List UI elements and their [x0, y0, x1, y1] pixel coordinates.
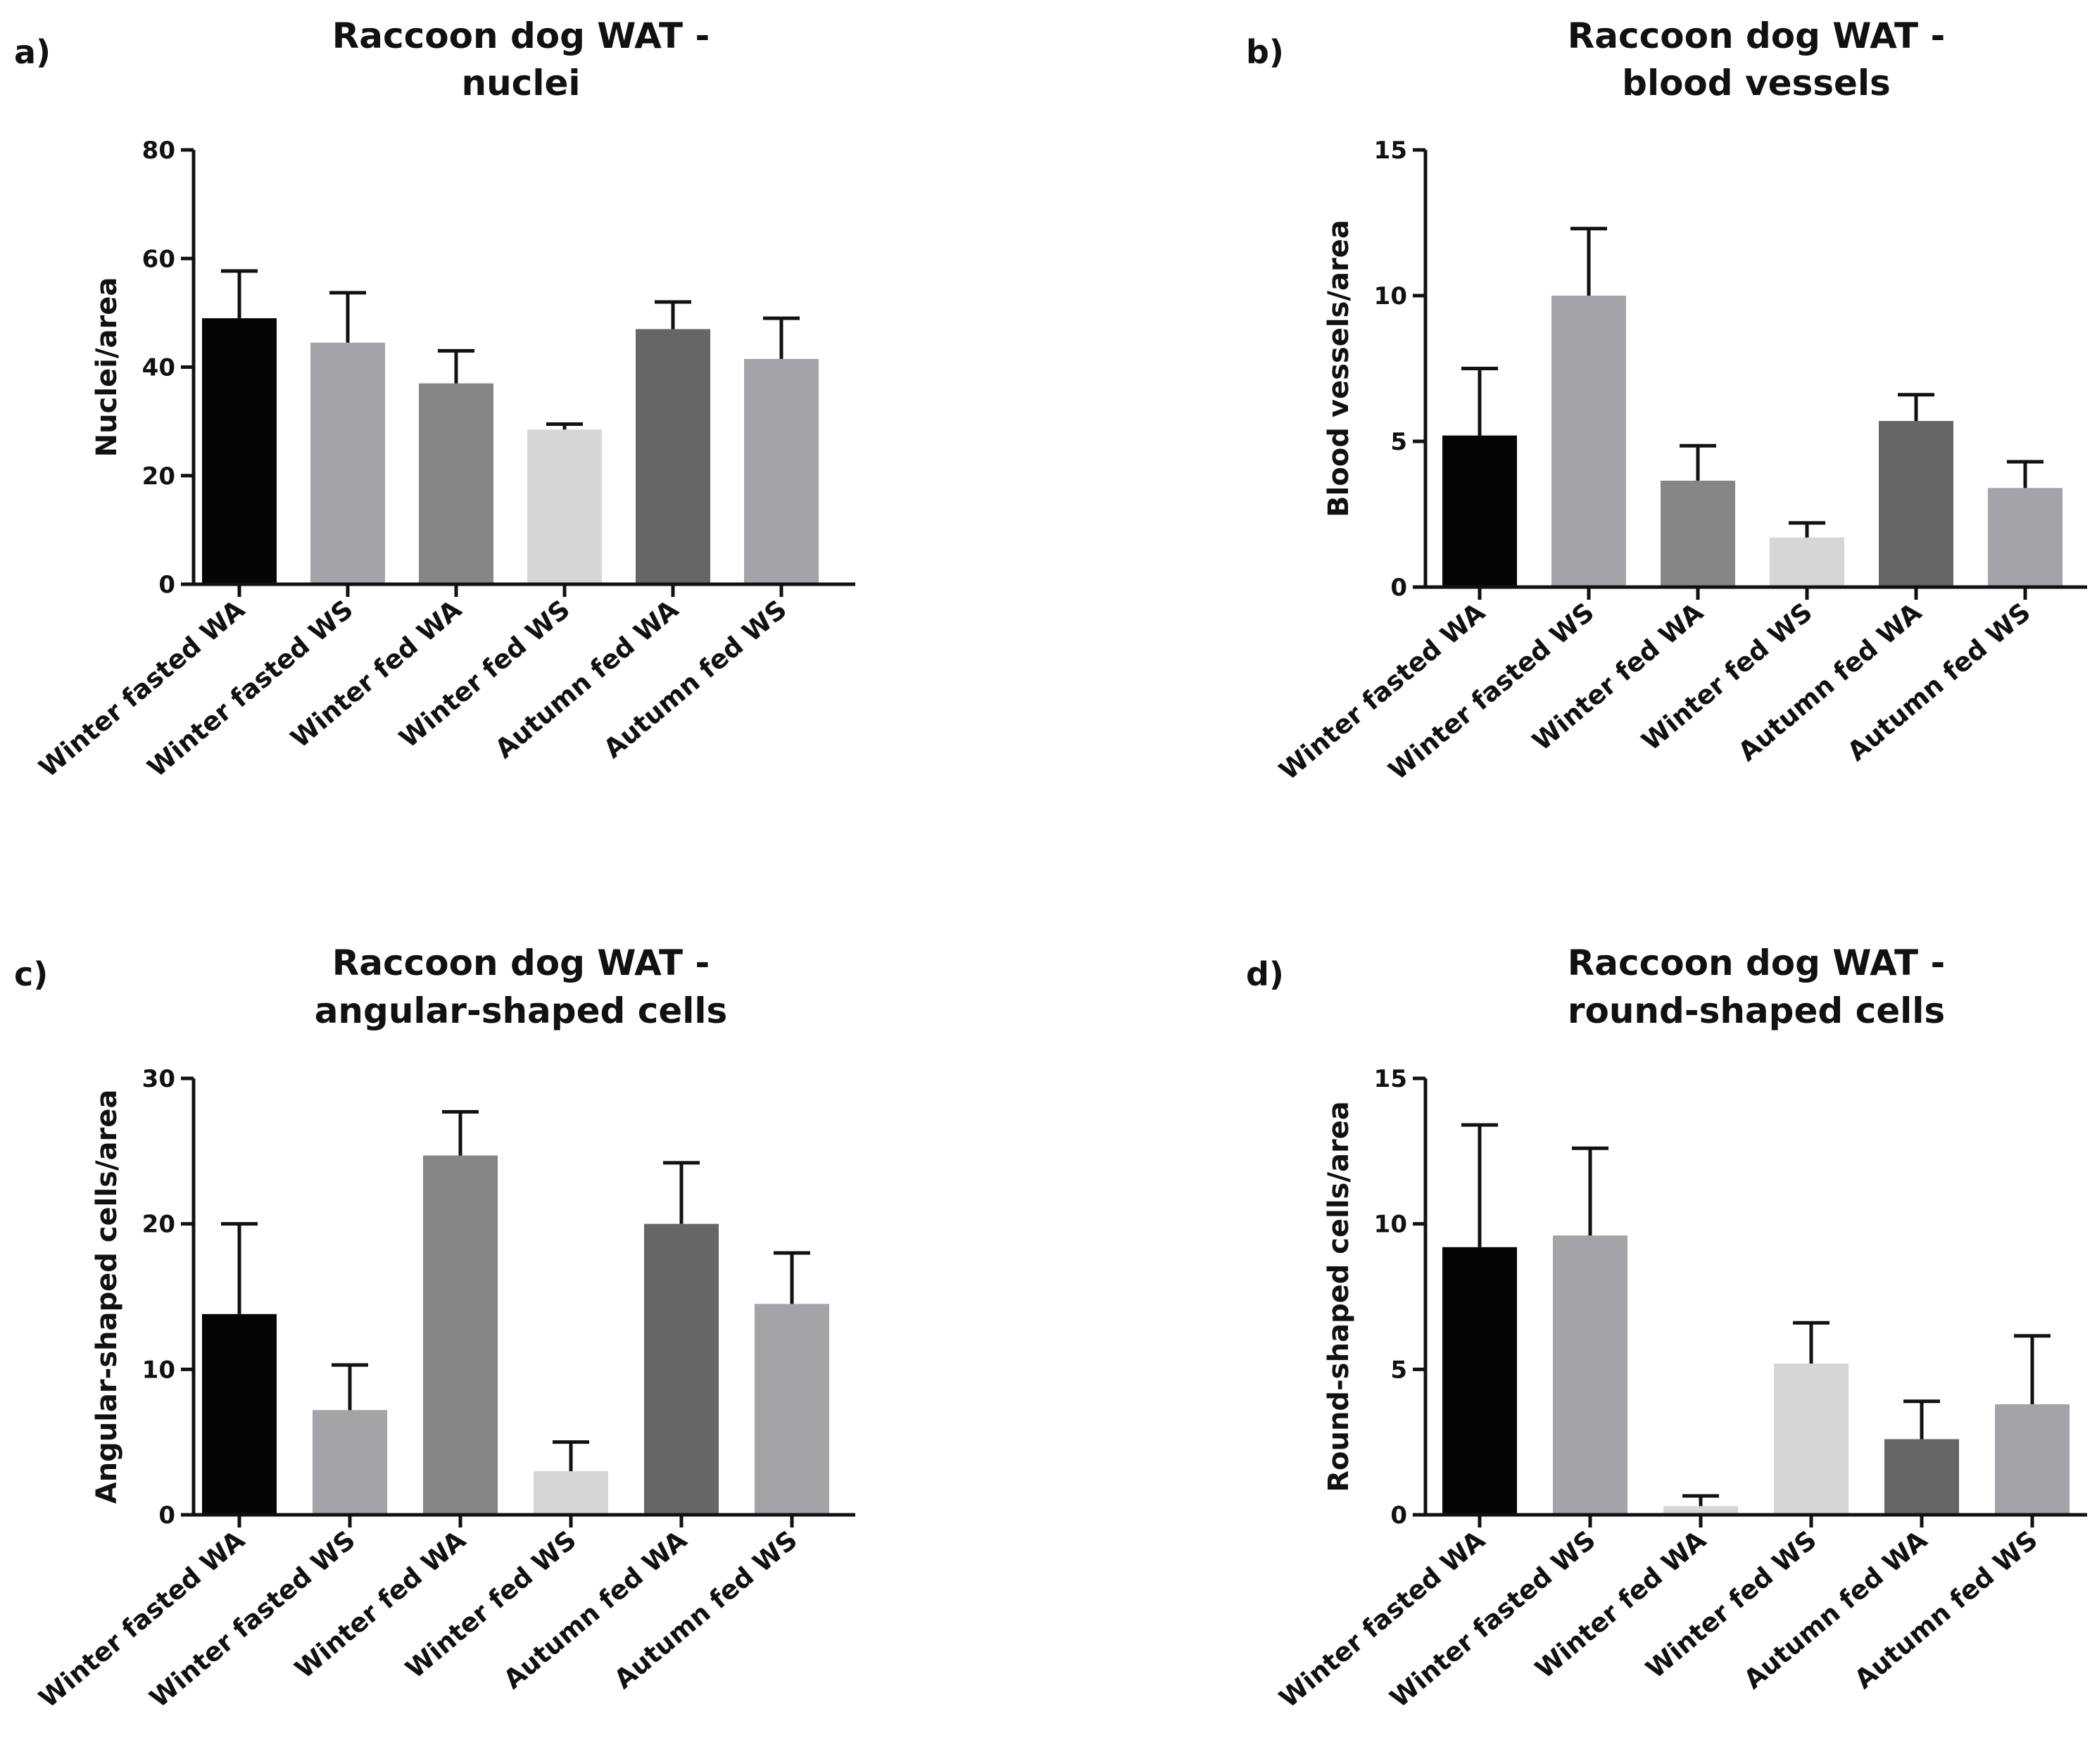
- bar-c-1: [313, 1410, 387, 1515]
- bar-b-4: [1879, 421, 1953, 587]
- bar-b-3: [1770, 537, 1844, 587]
- panel-c-title-line-1: Raccoon dog WAT -: [332, 943, 710, 983]
- panel-b-title-line-1: Raccoon dog WAT -: [1568, 15, 1946, 56]
- panel-a-label: a): [14, 33, 51, 71]
- bar-c-2: [423, 1155, 498, 1515]
- panel-c-title-line-2: angular-shaped cells: [315, 990, 728, 1031]
- panel-b-label: b): [1246, 33, 1284, 71]
- y-tick-label-d-2: 10: [1374, 1211, 1407, 1239]
- bar-b-5: [1988, 488, 2063, 587]
- y-axis-label-b: Blood vessels/area: [1323, 220, 1355, 517]
- bar-c-5: [755, 1304, 829, 1515]
- x-tick-label-d-4: Autumn fed WA: [1738, 1525, 1933, 1695]
- y-tick-label-d-0: 0: [1390, 1501, 1407, 1530]
- y-tick-label-c-2: 20: [142, 1211, 175, 1239]
- bar-d-4: [1884, 1439, 1959, 1515]
- bar-c-0: [202, 1313, 277, 1515]
- x-tick-label-c-5: Autumn fed WS: [608, 1525, 802, 1695]
- x-tick-label-a-5: Autumn fed WS: [598, 594, 792, 764]
- x-tick-label-a-1: Winter fasted WS: [141, 594, 358, 783]
- y-tick-label-b-1: 5: [1390, 428, 1407, 456]
- panel-d-title-line-2: round-shaped cells: [1568, 990, 1945, 1031]
- bar-d-2: [1663, 1506, 1738, 1515]
- bar-d-0: [1442, 1247, 1517, 1515]
- panel-b: b) Raccoon dog WAT - blood vessels 0 5 10 1…: [1246, 15, 2087, 786]
- bar-a-3: [527, 429, 602, 584]
- bar-d-1: [1553, 1235, 1627, 1515]
- x-tick-label-b-5: Autumn fed WS: [1841, 597, 2036, 767]
- x-tick-label-d-1: Winter fasted WS: [1384, 1525, 1601, 1713]
- y-tick-label-a-2: 40: [142, 354, 175, 382]
- panel-a: a) Raccoon dog WAT - nuclei 0 20 40 60 80 Win…: [14, 15, 855, 783]
- panel-c: c) Raccoon dog WAT - angular-shaped cell…: [14, 943, 855, 1714]
- y-tick-label-c-3: 30: [142, 1065, 175, 1093]
- bar-b-0: [1442, 435, 1517, 587]
- y-axis-label-d: Round-shaped cells/area: [1323, 1101, 1355, 1492]
- y-tick-label-b-3: 15: [1374, 137, 1407, 165]
- y-tick-label-a-4: 80: [142, 137, 175, 165]
- panel-d: d) Raccoon dog WAT - round-shaped cells …: [1246, 943, 2087, 1714]
- y-axis-label-c: Angular-shaped cells/area: [91, 1090, 123, 1504]
- panel-a-title-line-1: Raccoon dog WAT -: [332, 15, 710, 56]
- bar-a-4: [636, 329, 710, 584]
- x-tick-label-d-5: Autumn fed WS: [1849, 1525, 2043, 1695]
- bar-b-1: [1551, 296, 1626, 587]
- y-tick-label-b-0: 0: [1390, 574, 1407, 602]
- y-tick-label-b-2: 10: [1374, 282, 1407, 310]
- bar-a-2: [419, 383, 493, 584]
- y-tick-label-d-3: 15: [1374, 1065, 1407, 1093]
- y-axis-label-a: Nuclei/area: [91, 277, 123, 458]
- panel-d-title-line-1: Raccoon dog WAT -: [1568, 943, 1946, 983]
- panel-c-label: c): [14, 955, 48, 993]
- bar-a-0: [202, 318, 277, 584]
- bar-b-2: [1661, 480, 1735, 587]
- bar-a-5: [744, 358, 819, 584]
- x-tick-label-a-0: Winter fasted WA: [33, 594, 251, 783]
- x-tick-label-c-0: Winter fasted WA: [33, 1525, 251, 1714]
- x-tick-label-c-1: Winter fasted WS: [144, 1525, 360, 1713]
- x-tick-label-b-1: Winter fasted WS: [1383, 597, 1599, 786]
- y-tick-label-d-1: 5: [1390, 1356, 1407, 1384]
- y-tick-label-a-3: 60: [142, 245, 175, 273]
- x-tick-label-c-4: Autumn fed WA: [498, 1525, 693, 1695]
- x-tick-label-a-4: Autumn fed WA: [489, 594, 684, 764]
- x-tick-label-d-0: Winter fasted WA: [1273, 1525, 1491, 1714]
- x-tick-label-b-4: Autumn fed WA: [1732, 597, 1927, 767]
- panel-b-title-line-2: blood vessels: [1622, 63, 1891, 103]
- bar-c-4: [644, 1223, 719, 1515]
- panel-d-label: d): [1246, 955, 1284, 993]
- panel-a-title-line-2: nuclei: [461, 63, 580, 103]
- y-tick-label-a-0: 0: [158, 571, 175, 599]
- y-tick-label-c-0: 0: [158, 1501, 175, 1530]
- bar-c-3: [534, 1471, 608, 1515]
- x-tick-label-b-0: Winter fasted WA: [1273, 597, 1491, 786]
- bar-d-5: [1995, 1404, 2070, 1515]
- y-tick-label-c-1: 10: [142, 1356, 175, 1384]
- bar-d-3: [1774, 1363, 1849, 1515]
- bar-a-1: [310, 342, 385, 584]
- y-tick-label-a-1: 20: [142, 462, 175, 491]
